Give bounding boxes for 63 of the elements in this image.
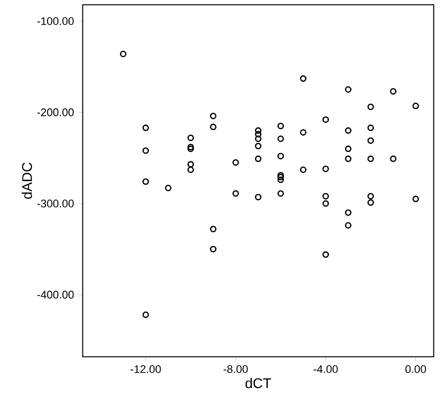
point: [390, 156, 396, 162]
point: [322, 116, 329, 123]
point: [187, 166, 194, 173]
point: [210, 226, 216, 232]
point: [412, 196, 419, 202]
point: [142, 311, 149, 318]
point: [187, 161, 194, 168]
y-tick-label: -400.00: [37, 290, 74, 299]
point: [254, 156, 262, 162]
point: [367, 104, 374, 110]
x-axis-title: dCT: [246, 378, 272, 388]
y-tick-label: -300.00: [37, 200, 74, 208]
point: [277, 176, 284, 184]
point: [120, 50, 126, 58]
x-tick-label: -4.00: [314, 365, 338, 374]
point: [277, 174, 284, 180]
x-tick-label: 0.00: [405, 365, 426, 374]
point: [344, 146, 352, 152]
point: [344, 209, 352, 216]
point: [277, 152, 284, 160]
point: [277, 122, 284, 130]
point: [344, 86, 352, 93]
point: [412, 102, 419, 110]
point: [142, 124, 149, 132]
point: [142, 178, 149, 185]
point: [210, 112, 216, 120]
point: [187, 144, 194, 150]
x-tick-label: -8.00: [224, 365, 248, 374]
point: [187, 146, 194, 152]
point: [210, 246, 216, 252]
point: [187, 134, 194, 142]
point: [210, 124, 216, 130]
point: [254, 130, 262, 138]
y-tick-label: -100.00: [37, 17, 74, 26]
point: [322, 251, 329, 258]
point: [322, 166, 329, 172]
point: [254, 194, 262, 200]
point: [300, 75, 306, 82]
point: [254, 127, 262, 134]
point: [300, 129, 306, 136]
y-axis-title: dADC: [22, 162, 32, 199]
point: [164, 184, 172, 192]
x-tick-label: -12.00: [130, 365, 161, 374]
point: [232, 159, 239, 166]
point: [344, 127, 352, 134]
point: [277, 190, 284, 197]
point: [367, 156, 374, 162]
point: [367, 199, 374, 206]
point: [344, 222, 352, 229]
point: [300, 166, 306, 173]
point: [142, 147, 149, 154]
point: [232, 190, 239, 197]
point: [344, 156, 352, 162]
point: [367, 124, 374, 132]
point: [367, 192, 374, 200]
point: [390, 88, 396, 95]
point: [277, 135, 284, 142]
point: [367, 137, 374, 144]
point: [322, 200, 329, 207]
point: [254, 135, 262, 142]
y-tick-label: -200.00: [37, 108, 74, 116]
point: [322, 192, 329, 200]
point: [254, 142, 262, 150]
